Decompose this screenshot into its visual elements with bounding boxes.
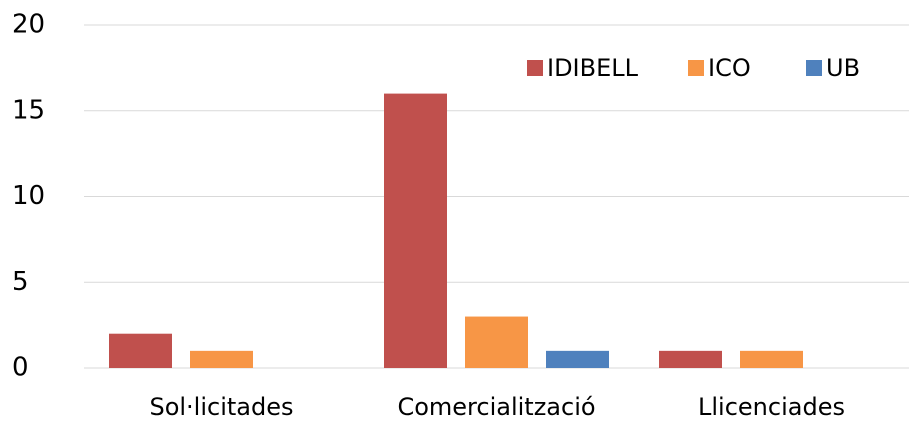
y-tick-label: 5 [12, 267, 29, 297]
legend-swatch [688, 60, 704, 76]
x-tick-label: Comercialització [397, 393, 595, 421]
bar [659, 350, 722, 368]
bar [465, 316, 528, 368]
legend-label: UB [826, 54, 860, 82]
bar [740, 350, 803, 368]
bar [190, 350, 253, 368]
bar [546, 350, 609, 368]
legend-label: IDIBELL [547, 54, 639, 82]
y-tick-label: 15 [12, 95, 45, 125]
legend-swatch [806, 60, 822, 76]
y-tick-label: 10 [12, 181, 45, 211]
y-tick-label: 20 [12, 10, 45, 40]
bar [109, 333, 172, 368]
x-tick-label: Sol·licitades [149, 393, 293, 421]
x-tick-label: Llicenciades [698, 393, 845, 421]
legend-swatch [527, 60, 543, 76]
bar [384, 93, 447, 368]
y-tick-label: 0 [12, 353, 29, 383]
legend-label: ICO [708, 54, 751, 82]
